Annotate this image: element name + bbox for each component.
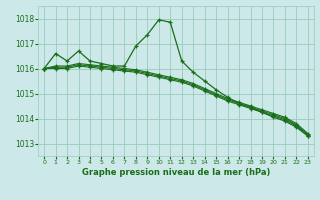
X-axis label: Graphe pression niveau de la mer (hPa): Graphe pression niveau de la mer (hPa) [82,168,270,177]
